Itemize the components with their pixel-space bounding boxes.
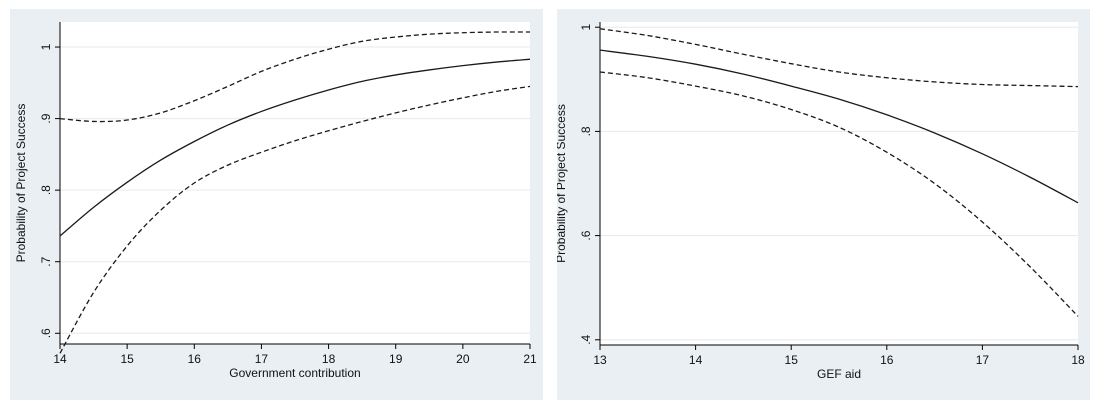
y-tick-label: .4 bbox=[579, 334, 593, 344]
x-tick-label: 16 bbox=[188, 352, 202, 366]
y-tick-label: .8 bbox=[579, 126, 593, 136]
x-tick-label: 18 bbox=[322, 352, 336, 366]
chart-panel-gef-aid: .4 .6 .8 1 13 14 15 16 17 18 GEF aid Probability of… bbox=[557, 9, 1090, 400]
x-tick-label: 14 bbox=[53, 352, 67, 366]
confidence-band-line bbox=[599, 28, 1079, 88]
y-tick-label: .6 bbox=[39, 328, 53, 338]
confidence-band-line bbox=[599, 71, 1079, 317]
plot-area bbox=[60, 22, 530, 344]
y-axis-title: Probability of Project Success bbox=[557, 104, 568, 263]
confidence-band-line bbox=[59, 85, 531, 354]
x-tick-label: 13 bbox=[593, 353, 607, 367]
x-tick-label: 15 bbox=[785, 353, 799, 367]
chart-government-contribution: .6 .7 .8 .9 1 14 15 16 17 18 19 20 21 Government cont… bbox=[14, 22, 537, 380]
y-tick-label: .7 bbox=[39, 256, 53, 266]
y-tick-label: 1 bbox=[39, 43, 53, 50]
y-tick-label: .9 bbox=[39, 113, 53, 123]
y-tick-label: .8 bbox=[39, 185, 53, 195]
x-tick-label: 15 bbox=[120, 352, 134, 366]
x-tick-label: 17 bbox=[255, 352, 269, 366]
prediction-line bbox=[59, 58, 531, 237]
x-tick-label: 21 bbox=[523, 352, 537, 366]
chart-gef-aid: .4 .6 .8 1 13 14 15 16 17 18 GEF aid Probability of… bbox=[557, 22, 1085, 381]
y-tick-label: .6 bbox=[579, 230, 593, 240]
plot-area bbox=[600, 22, 1078, 345]
x-tick-label: 17 bbox=[976, 353, 990, 367]
x-tick-label: 18 bbox=[1071, 353, 1085, 367]
y-tick-label: 1 bbox=[579, 24, 593, 31]
x-tick-label: 14 bbox=[689, 353, 703, 367]
prediction-line bbox=[599, 49, 1079, 204]
x-axis-title: GEF aid bbox=[817, 367, 861, 381]
x-axis-title: Government contribution bbox=[229, 366, 360, 380]
x-tick-label: 16 bbox=[880, 353, 894, 367]
x-tick-label: 20 bbox=[456, 352, 470, 366]
y-axis-title: Probability of Project Success bbox=[14, 104, 28, 263]
x-tick-label: 19 bbox=[389, 352, 403, 366]
chart-panel-government-contribution: .6 .7 .8 .9 1 14 15 16 17 18 19 20 21 Government cont… bbox=[10, 9, 543, 400]
